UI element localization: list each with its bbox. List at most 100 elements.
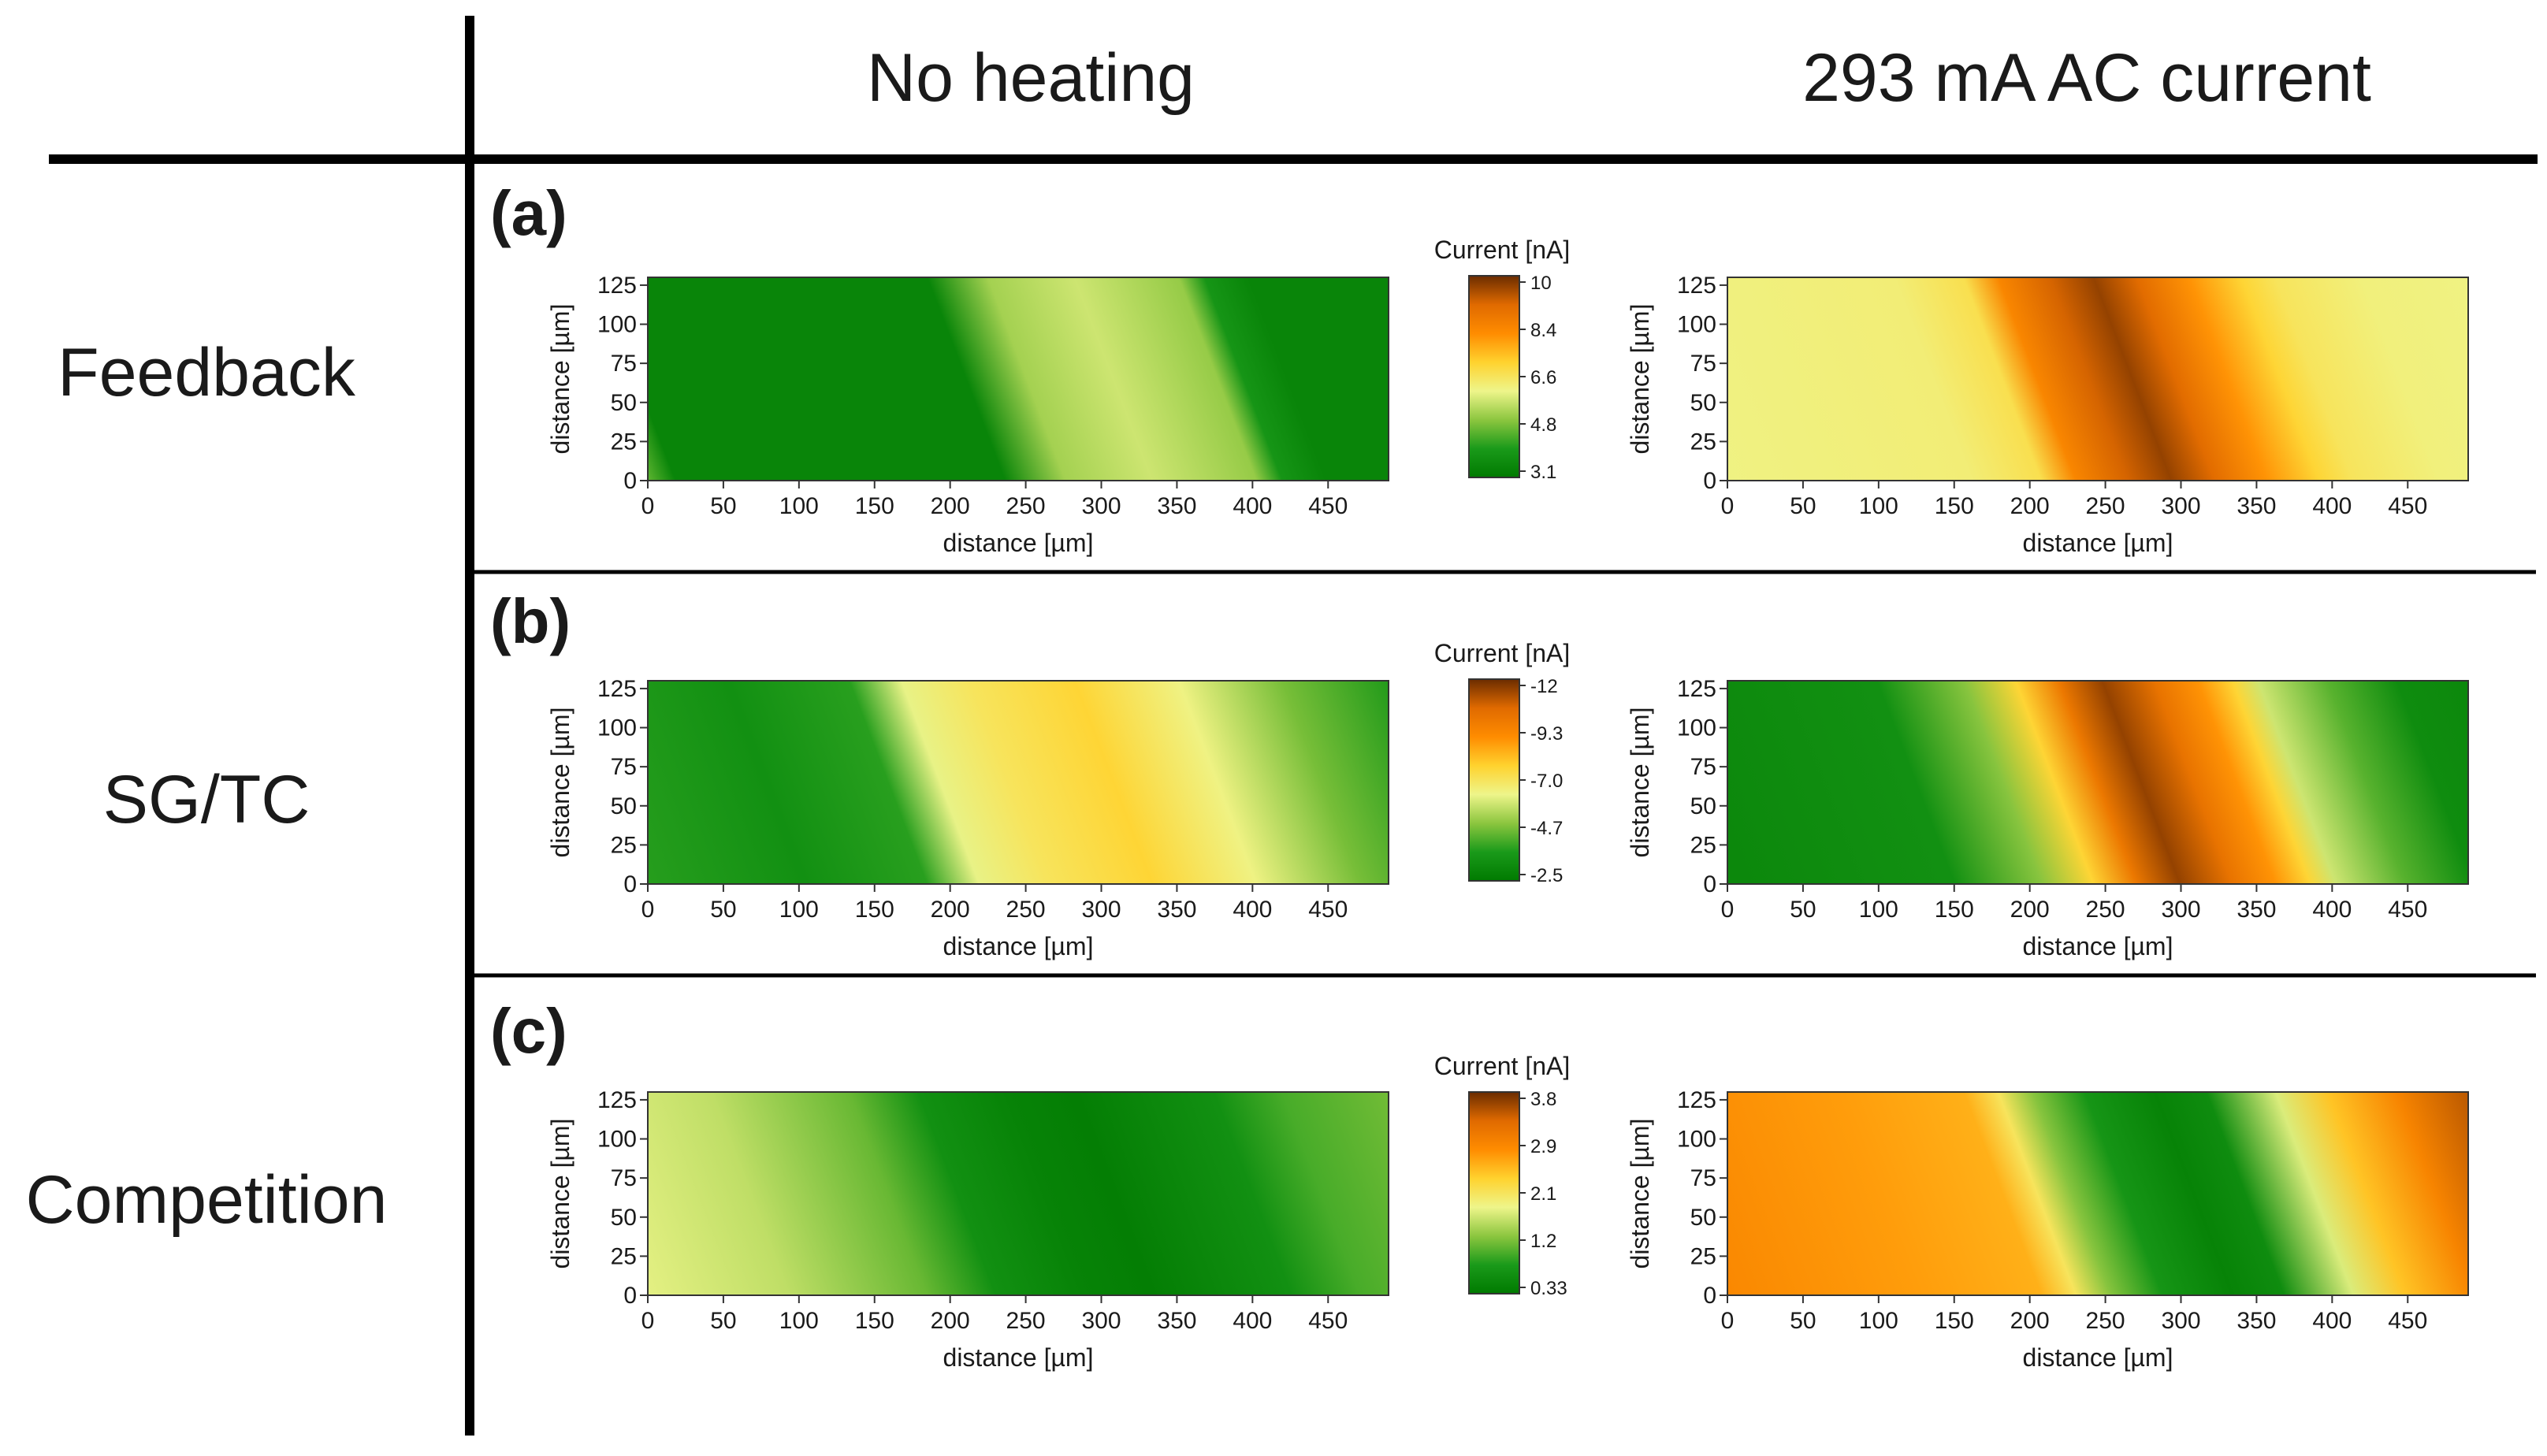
row-label-sgtc: SG/TC [103, 762, 310, 838]
colorbar-tick-label: 3.8 [1530, 1089, 1556, 1110]
y-tick-label: 25 [611, 1243, 637, 1269]
colorbar-a: Current [nA] 10 8.4 6.6 4.8 3.1 [1434, 236, 1571, 483]
colorbar-gradient [1468, 678, 1520, 882]
x-tick-label: 350 [2237, 1308, 2276, 1334]
x-tick-label: 200 [2010, 897, 2050, 923]
y-tick-label: 25 [611, 832, 637, 858]
x-tick-label: 400 [2312, 1308, 2352, 1334]
x-tick-label: 150 [1935, 897, 1974, 923]
y-tick-label: 50 [611, 1205, 637, 1231]
x-tick-label: 200 [2010, 1308, 2050, 1334]
y-tick-label: 125 [1677, 1087, 1716, 1113]
x-tick-label: 0 [1721, 897, 1735, 923]
colorbar-tick-label: -9.3 [1530, 723, 1563, 745]
x-tick-label: 150 [855, 1308, 894, 1334]
x-tick-label: 350 [1157, 493, 1196, 519]
x-tick-label: 250 [1006, 493, 1046, 519]
y-axis-label: distance [µm] [1626, 708, 1654, 858]
y-axis-label: distance [µm] [546, 708, 574, 858]
y-tick-label: 25 [1690, 1243, 1716, 1269]
x-tick-label: 50 [1790, 1308, 1816, 1334]
x-tick-label: 300 [2161, 897, 2200, 923]
x-tick-label: 100 [779, 493, 819, 519]
x-tick-label: 100 [779, 897, 819, 923]
y-tick-label: 75 [611, 1165, 637, 1191]
colorbar-tick-label: -7.0 [1530, 771, 1563, 792]
plot-frame [1727, 680, 2469, 885]
x-tick-label: 250 [1006, 897, 1046, 923]
plot-frame [1727, 1091, 2469, 1296]
y-tick-label: 75 [611, 754, 637, 780]
x-axis-label: distance [µm] [2023, 1343, 2173, 1372]
y-axis-label: distance [µm] [546, 1119, 574, 1269]
row-label-feedback: Feedback [58, 335, 356, 410]
x-tick-label: 250 [2086, 493, 2125, 519]
y-tick-label: 100 [1677, 715, 1716, 741]
y-tick-label: 50 [1690, 793, 1716, 819]
colorbar-tick-label: 8.4 [1530, 320, 1556, 341]
heatmap-plot-b-heating: 0 50 100 150 200 250 300 350 400 450 0 25 50 75 100 125… [1626, 676, 2469, 960]
plot-frame [1727, 277, 2469, 481]
x-tick-label: 200 [931, 897, 970, 923]
y-tick-label: 75 [611, 351, 637, 377]
x-tick-label: 350 [2237, 493, 2276, 519]
y-tick-label: 100 [1677, 1127, 1716, 1153]
y-axis-label: distance [µm] [546, 304, 574, 455]
x-tick-label: 350 [1157, 897, 1196, 923]
colorbar-tick-label: 0.33 [1530, 1278, 1567, 1299]
y-tick-label: 75 [1690, 351, 1716, 377]
x-axis-label: distance [µm] [943, 529, 1094, 557]
x-tick-label: 150 [855, 897, 894, 923]
heatmap-field [1727, 1092, 2468, 1295]
y-tick-label: 75 [1690, 754, 1716, 780]
x-tick-label: 200 [2010, 493, 2050, 519]
y-tick-label: 0 [1703, 468, 1716, 494]
heatmap-plot-a-heating: 0 50 100 150 200 250 300 350 400 450 0 25 50 75 100 125… [1626, 273, 2469, 557]
colorbar-gradient [1468, 1091, 1520, 1294]
y-tick-label: 0 [623, 468, 637, 494]
plot-frame [647, 680, 1389, 885]
x-tick-label: 0 [1721, 1308, 1735, 1334]
y-tick-label: 100 [597, 715, 637, 741]
panel-tag-a: (a) [490, 178, 567, 248]
y-tick-label: 0 [623, 871, 637, 897]
x-tick-label: 200 [931, 1308, 970, 1334]
plot-frame [647, 277, 1389, 481]
x-axis-label: distance [µm] [943, 1343, 1094, 1372]
x-tick-label: 100 [1859, 1308, 1898, 1334]
colorbar-tick-label: 10 [1530, 273, 1552, 294]
colorbar-tick-label: 1.2 [1530, 1231, 1556, 1252]
y-tick-label: 125 [597, 273, 637, 299]
x-tick-label: 250 [2086, 897, 2125, 923]
x-tick-label: 450 [1308, 897, 1348, 923]
heatmap-field [1727, 277, 2468, 481]
heatmap-plot-b-no-heating: 0 50 100 150 200 250 300 350 400 450 0 25 50 75 100 125… [546, 676, 1389, 960]
y-axis-label: distance [µm] [1626, 304, 1654, 455]
colorbar-c: Current [nA] 3.8 2.9 2.1 1.2 0.33 [1434, 1052, 1571, 1299]
x-tick-label: 400 [2312, 493, 2352, 519]
x-tick-label: 50 [710, 897, 736, 923]
colorbar-tick-label: 2.9 [1530, 1136, 1556, 1157]
y-tick-label: 100 [1677, 312, 1716, 338]
x-tick-label: 100 [1859, 897, 1898, 923]
heatmap-field [648, 277, 1389, 481]
x-axis-label: distance [µm] [2023, 932, 2173, 960]
y-tick-label: 75 [1690, 1165, 1716, 1191]
colorbar-tick-label: -12 [1530, 676, 1558, 697]
heatmap-plot-c-no-heating: 0 50 100 150 200 250 300 350 400 450 0 25 50 75 100 125… [546, 1087, 1389, 1372]
heatmap-plot-a-no-heating: 0 50 100 150 200 250 300 350 400 450 0 25 50 75 100 125… [546, 273, 1389, 557]
colorbar-b: Current [nA] -12 -9.3 -7.0 -4.7 -2.5 [1434, 639, 1571, 886]
x-tick-label: 450 [1308, 493, 1348, 519]
panel-tag-c: (c) [490, 996, 567, 1066]
x-tick-label: 0 [641, 897, 655, 923]
x-tick-label: 0 [641, 493, 655, 519]
x-tick-label: 300 [1081, 493, 1121, 519]
colorbar-gradient [1468, 275, 1520, 478]
x-tick-label: 450 [2388, 493, 2427, 519]
x-tick-label: 200 [931, 493, 970, 519]
x-tick-label: 50 [710, 493, 736, 519]
y-tick-label: 0 [623, 1283, 637, 1309]
y-axis-label: distance [µm] [1626, 1119, 1654, 1269]
x-tick-label: 400 [2312, 897, 2352, 923]
